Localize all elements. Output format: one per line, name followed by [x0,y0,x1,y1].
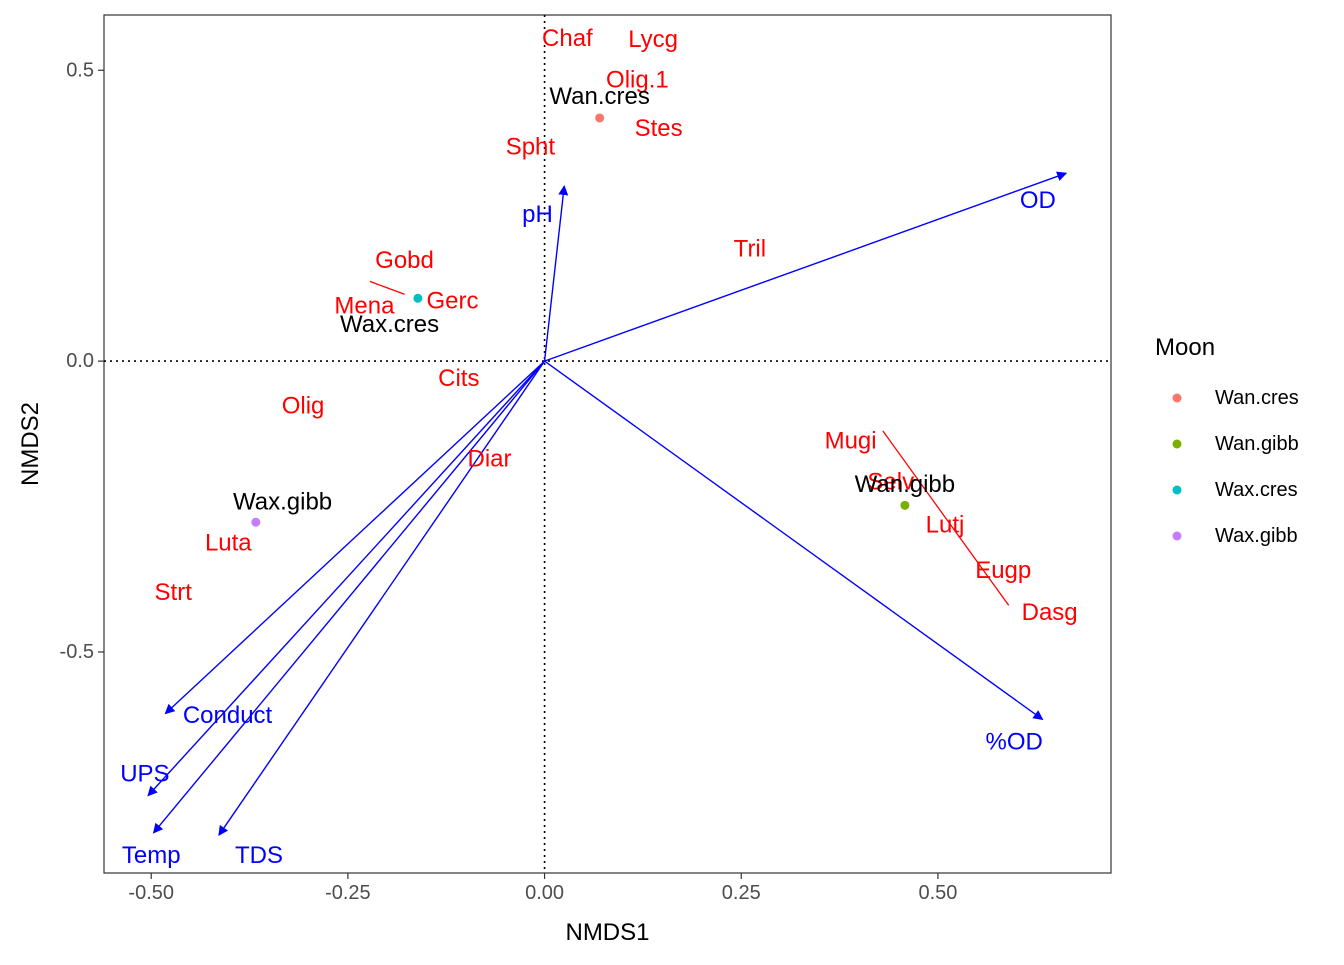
env-label-ups: UPS [120,761,169,788]
species-label-strt: Strt [155,579,193,606]
species-label-olig-1: Olig.1 [606,67,669,94]
site-point-wan-cres [595,113,605,123]
site-label-wan-cres: Wan.cres [549,83,649,110]
site-point-wax-cres [413,293,423,303]
legend-label-wan-gibb: Wan.gibb [1215,433,1299,455]
legend-key-wax-cres [1172,485,1182,495]
env-vector-conduct [164,360,546,715]
species-label-eugp: Eugp [975,557,1031,584]
legend-label-wax-cres: Wax.cres [1215,479,1298,501]
species-label-olig: Olig [282,392,325,419]
env-vector-ups [147,360,546,797]
species-label-luta: Luta [205,530,252,557]
legend-key-wax-gibb [1172,531,1182,541]
legend-title: Moon [1155,334,1215,361]
species-label-mugi: Mugi [825,427,877,454]
env-vector-tds [218,360,546,837]
env-label-temp: Temp [122,842,181,869]
plot-panel [103,14,1112,874]
y-tick-label: -0.5 [60,641,94,663]
env-label-od: OD [1020,187,1056,214]
species-label-diar: Diar [467,445,511,472]
x-tick-label: -0.50 [128,882,174,904]
species-label-stes: Stes [635,115,683,142]
env-vector-temp [152,360,546,834]
legend-label-wan-cres: Wan.cres [1215,387,1299,409]
legend-key-wan-cres [1172,393,1182,403]
y-axis-title: NMDS2 [17,402,44,486]
y-tick-label: 0.5 [66,59,94,81]
species-segment-0 [882,430,1010,606]
env-label-conduct: Conduct [183,702,273,729]
species-label-lycg: Lycg [628,26,678,53]
species-label-dasg: Dasg [1022,599,1078,626]
species-label-tril: Tril [734,235,766,262]
species-label-gerc: Gerc [427,288,479,315]
legend-key-wan-gibb [1172,439,1182,449]
legend-label-wax-gibb: Wax.gibb [1215,525,1298,547]
x-tick-label: 0.00 [525,882,564,904]
species-label-chaf: Chaf [542,25,593,52]
species-segment-1 [369,280,405,295]
species-label-spht: Spht [506,134,556,161]
y-tick-label: 0.0 [66,350,94,372]
env-vector-pctod [544,360,1044,721]
species-label-cits: Cits [438,365,479,392]
site-label-wan-gibb: Wan.gibb [855,471,956,498]
x-tick-label: -0.25 [325,882,371,904]
site-label-wax-cres: Wax.cres [340,311,439,338]
env-label-pctod: %OD [986,729,1043,756]
env-label-tds: TDS [235,842,283,869]
env-vector-od [544,171,1068,362]
env-label-ph: pH [522,201,553,228]
x-tick-label: 0.50 [918,882,957,904]
site-point-wan-gibb [900,500,910,510]
species-label-mena: Mena [334,292,395,319]
x-tick-label: 0.25 [722,882,761,904]
species-label-lutj: Lutj [926,512,965,539]
site-label-wax-gibb: Wax.gibb [233,488,332,515]
x-axis-title: NMDS1 [565,919,649,946]
species-label-selv: Selv [867,469,914,496]
species-label-gobd: Gobd [375,247,434,274]
env-vector-ph [543,185,569,362]
site-point-wax-gibb [251,517,261,527]
